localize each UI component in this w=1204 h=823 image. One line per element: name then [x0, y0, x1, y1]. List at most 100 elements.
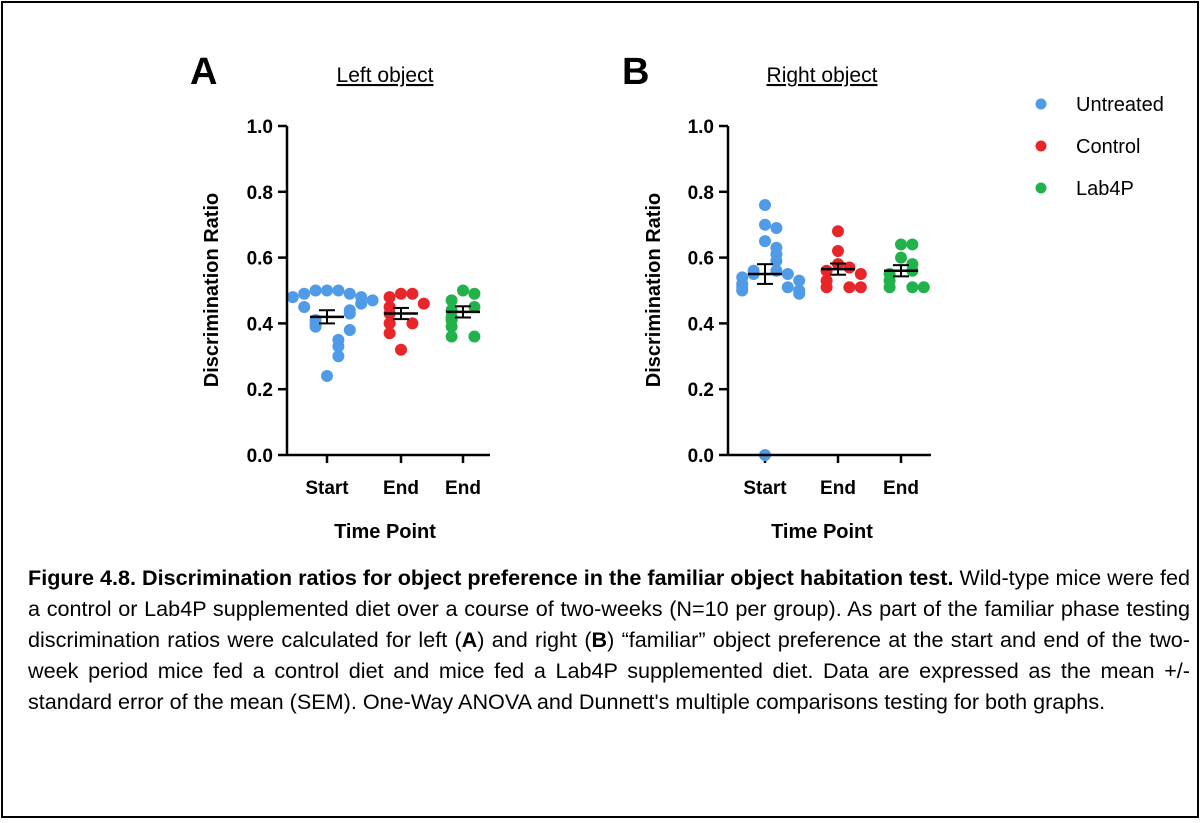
panel-a-data-point — [383, 317, 396, 330]
panel-b-data-point — [832, 245, 844, 258]
panel-b-data-point — [917, 281, 930, 294]
panel-a-y-tick-label: 0.0 — [247, 446, 273, 467]
panel-a-data-point — [468, 287, 481, 300]
panel-b-data-point — [759, 218, 771, 231]
legend-marker-control — [1035, 140, 1047, 152]
panel-a-y-axis-title: Discrimination Ratio — [201, 193, 223, 387]
caption-text-3: ) “familiar” object preference at the st… — [28, 627, 1191, 714]
panel-a-data-point — [332, 284, 345, 297]
panel-a-y-tick-label: 0.2 — [247, 380, 273, 401]
panel-b-data-point — [770, 254, 783, 267]
panel-a-data-point — [417, 297, 430, 310]
panel-b-data-point — [895, 251, 907, 264]
panel-a-y-tick-label: 1.0 — [247, 117, 273, 138]
panel-a-data-point — [395, 343, 407, 356]
figure-canvas: A Left object Discrimination Ratio Time … — [190, 51, 1164, 543]
panel-a-x-ticks: Start End End — [305, 455, 481, 499]
panel-b-y-tick-label: 0.4 — [688, 314, 715, 335]
panel-b-data-point — [895, 238, 907, 251]
panel-b-data-point — [832, 225, 844, 238]
caption-bold-a: A — [461, 627, 478, 652]
panel-a-mean-sem — [310, 305, 480, 325]
panel-b-data-point — [906, 281, 919, 294]
panel-b-x-tick-label: Start — [743, 478, 787, 499]
panel-b-y-tick-label: 1.0 — [688, 117, 714, 138]
panel-a-data-point — [321, 370, 333, 383]
panel-a-data-point — [457, 284, 469, 297]
panel-a-data-point — [309, 320, 322, 333]
panel-b-title: Right object — [767, 64, 878, 87]
panel-b-data-point — [883, 281, 896, 294]
panel-a-data-point — [309, 284, 322, 297]
figure-caption: Figure 4.8. Discrimination ratios for ob… — [28, 562, 1190, 717]
panel-a-y-tick-label: 0.6 — [247, 249, 273, 270]
panel-a-data-point — [298, 287, 311, 300]
panel-b-data-point — [820, 281, 833, 294]
panel-a: A Left object Discrimination Ratio Time … — [190, 51, 490, 543]
panel-a-data-point — [343, 307, 356, 320]
panel-b-x-tick-label: End — [820, 478, 856, 499]
panel-a-data-point — [366, 294, 379, 307]
panel-a-data-point — [383, 327, 396, 340]
panel-a-data-point — [395, 287, 407, 300]
panel-a-data-point — [321, 284, 333, 297]
caption-text-1: Wild-type mice were fed a control or Lab… — [28, 565, 1190, 652]
panel-a-x-tick-label: End — [383, 478, 419, 499]
caption-title: Figure 4.8. Discrimination ratios for ob… — [28, 565, 954, 590]
panel-b-y-tick-label: 0.8 — [688, 183, 714, 204]
panel-b-data-point — [793, 274, 806, 287]
panel-a-data-point — [298, 300, 311, 313]
legend-label-lab4p: Lab4P — [1076, 178, 1134, 200]
panel-b-data-point — [736, 284, 749, 297]
panel-b-data-point — [854, 281, 867, 294]
panel-b-data-point — [759, 235, 771, 248]
panel-b-y-tick-label: 0.2 — [688, 380, 714, 401]
panel-a-data-point — [343, 323, 356, 336]
panel-b-x-tick-label: End — [883, 478, 919, 499]
panel-b-y-tick-label: 0.6 — [688, 249, 714, 270]
panel-a-data-point — [406, 287, 419, 300]
panel-b-x-ticks: Start End End — [743, 455, 919, 499]
panel-b-y-axis-title: Discrimination Ratio — [643, 193, 665, 387]
panel-a-data-point — [445, 320, 458, 333]
panel-a-data-point — [468, 300, 481, 313]
panel-b-letter: B — [622, 51, 649, 93]
panel-b-points — [736, 198, 930, 461]
panel-a-data-point — [355, 297, 368, 310]
panel-a-data-point — [445, 330, 458, 343]
panel-a-data-point — [406, 317, 419, 330]
panel-b-data-point — [820, 264, 833, 277]
legend-label-untreated: Untreated — [1076, 94, 1164, 116]
panel-b-data-point — [770, 221, 783, 234]
panel-a-y-tick-label: 0.4 — [247, 314, 274, 335]
panel-a-x-tick-label: End — [445, 478, 481, 499]
panel-a-data-point — [383, 291, 396, 304]
panel-a-data-point — [332, 350, 345, 363]
panel-a-points — [286, 284, 481, 383]
panel-b-data-point — [793, 287, 806, 300]
panel-b-y-tick-label: 0.0 — [688, 446, 714, 467]
legend-marker-untreated — [1035, 98, 1047, 110]
panel-b-data-point — [906, 238, 919, 251]
panel-b-data-point — [759, 198, 771, 211]
panel-b: B Right object Discrimination Ratio Time… — [622, 51, 931, 543]
panel-a-y-tick-label: 0.8 — [247, 183, 273, 204]
panel-a-data-point — [343, 287, 356, 300]
panel-a-data-point — [468, 330, 481, 343]
panel-a-y-ticks: 0.0 0.2 0.4 0.6 0.8 1.0 — [247, 117, 287, 467]
panel-b-data-point — [781, 281, 794, 294]
panel-b-data-point — [843, 261, 856, 274]
legend-marker-lab4p — [1035, 182, 1047, 194]
caption-text-2: ) and right ( — [477, 627, 592, 652]
panel-b-data-point — [781, 268, 794, 281]
panel-a-x-tick-label: Start — [305, 478, 349, 499]
legend: Untreated Control Lab4P — [1035, 94, 1164, 200]
panel-b-mean-sem — [748, 262, 918, 285]
panel-a-letter: A — [190, 51, 217, 93]
panel-a-data-point — [445, 294, 458, 307]
panel-a-title: Left object — [337, 64, 434, 87]
panel-b-data-point — [843, 281, 856, 294]
legend-label-control: Control — [1076, 136, 1140, 158]
caption-bold-b: B — [591, 627, 608, 652]
